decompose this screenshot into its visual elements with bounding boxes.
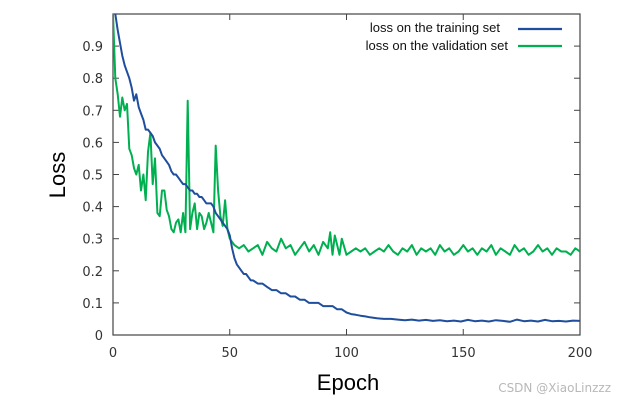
- y-tick-label: 0.2: [82, 265, 103, 280]
- y-tick-label: 0.8: [82, 72, 103, 87]
- x-tick-label: 0: [109, 346, 117, 361]
- legend: loss on the training set loss on the val…: [366, 20, 562, 53]
- x-tick-label: 100: [334, 346, 359, 361]
- legend-label-training: loss on the training set: [370, 20, 500, 35]
- x-axis: 0 50 100 150 200: [109, 14, 593, 361]
- plot-frame: [112, 13, 581, 336]
- x-tick-label: 150: [451, 346, 476, 361]
- watermark: CSDN @XiaoLinzzz: [498, 381, 611, 395]
- series-line-training: [114, 14, 580, 323]
- y-tick-label: 0.9: [82, 40, 103, 55]
- x-tick-label: 50: [221, 346, 238, 361]
- series-line-validation: [113, 14, 580, 256]
- x-axis-title: Epoch: [317, 370, 379, 395]
- y-tick-label: 0.1: [82, 297, 103, 312]
- y-axis: 0 0.1 0.2 0.3 0.4 0.5 0.6 0.7 0.8 0.9: [82, 40, 580, 344]
- series-group: [113, 14, 580, 323]
- y-axis-title: Loss: [45, 152, 70, 198]
- y-tick-label: 0.4: [82, 201, 103, 216]
- x-tick-label: 200: [568, 346, 593, 361]
- y-tick-label: 0.3: [82, 233, 103, 248]
- y-tick-label: 0.6: [82, 136, 103, 151]
- y-tick-label: 0: [95, 329, 103, 344]
- plot-border: [112, 13, 581, 336]
- y-tick-label: 0.7: [82, 104, 103, 119]
- y-tick-label: 0.5: [82, 169, 103, 184]
- legend-label-validation: loss on the validation set: [366, 38, 509, 53]
